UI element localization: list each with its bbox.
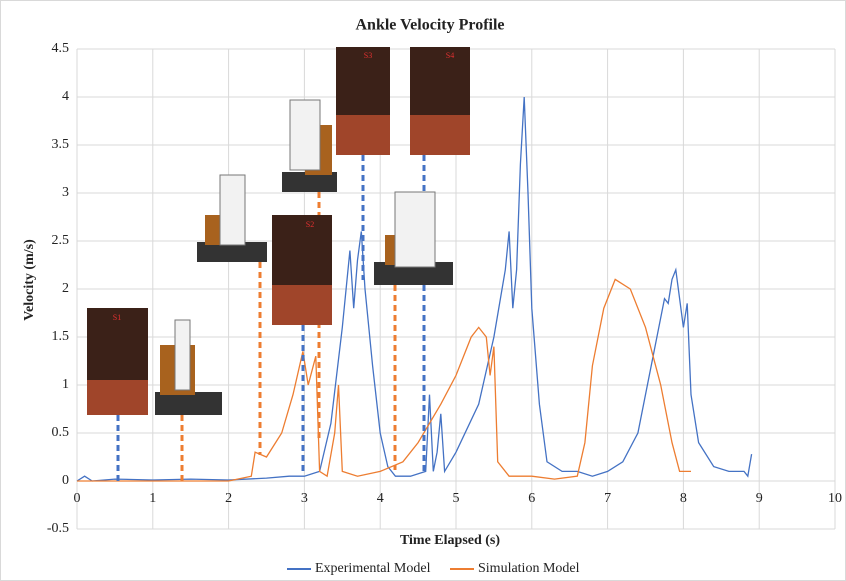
photo-s3 (336, 47, 390, 155)
y-tick-label: 2.5 (52, 233, 70, 248)
annotation: S2 (306, 220, 314, 229)
y-tick-label: 3 (62, 185, 69, 200)
photo-s1 (87, 308, 148, 415)
y-tick-label: 4 (62, 89, 69, 104)
y-tick-label: 3.5 (52, 137, 70, 152)
y-tick-label: 0 (62, 473, 69, 488)
x-tick-label: 9 (756, 491, 763, 506)
x-axis-label: Time Elapsed (s) (400, 533, 500, 548)
x-tick-label: 0 (74, 491, 81, 506)
legend-label: Simulation Model (478, 561, 580, 576)
x-tick-label: 4 (377, 491, 384, 506)
y-axis-label: Velocity (m/s) (22, 239, 37, 321)
y-tick-label: 2 (62, 281, 69, 296)
x-tick-label: 6 (528, 491, 535, 506)
y-tick-label: 0.5 (52, 425, 70, 440)
photo-s4 (410, 47, 470, 155)
x-tick-label: 8 (680, 491, 687, 506)
annotation: S1 (113, 313, 121, 322)
x-tick-label: 5 (453, 491, 460, 506)
x-tick-label: 2 (225, 491, 232, 506)
photo-s2 (272, 215, 332, 325)
y-tick-label: 1 (62, 377, 69, 392)
annotation: S3 (364, 51, 372, 60)
legend-label: Experimental Model (315, 561, 431, 576)
chart-title: Ankle Velocity Profile (355, 17, 504, 34)
annotation: S4 (446, 51, 454, 60)
x-tick-label: 3 (301, 491, 308, 506)
x-tick-label: 10 (828, 491, 842, 506)
y-tick-label: 4.5 (52, 41, 70, 56)
chart: Ankle Velocity Profile Time Elapsed (s) … (0, 0, 846, 581)
y-tick-label: 1.5 (52, 329, 70, 344)
x-tick-label: 7 (604, 491, 611, 506)
y-tick-label: -0.5 (47, 521, 69, 536)
x-tick-label: 1 (149, 491, 156, 506)
